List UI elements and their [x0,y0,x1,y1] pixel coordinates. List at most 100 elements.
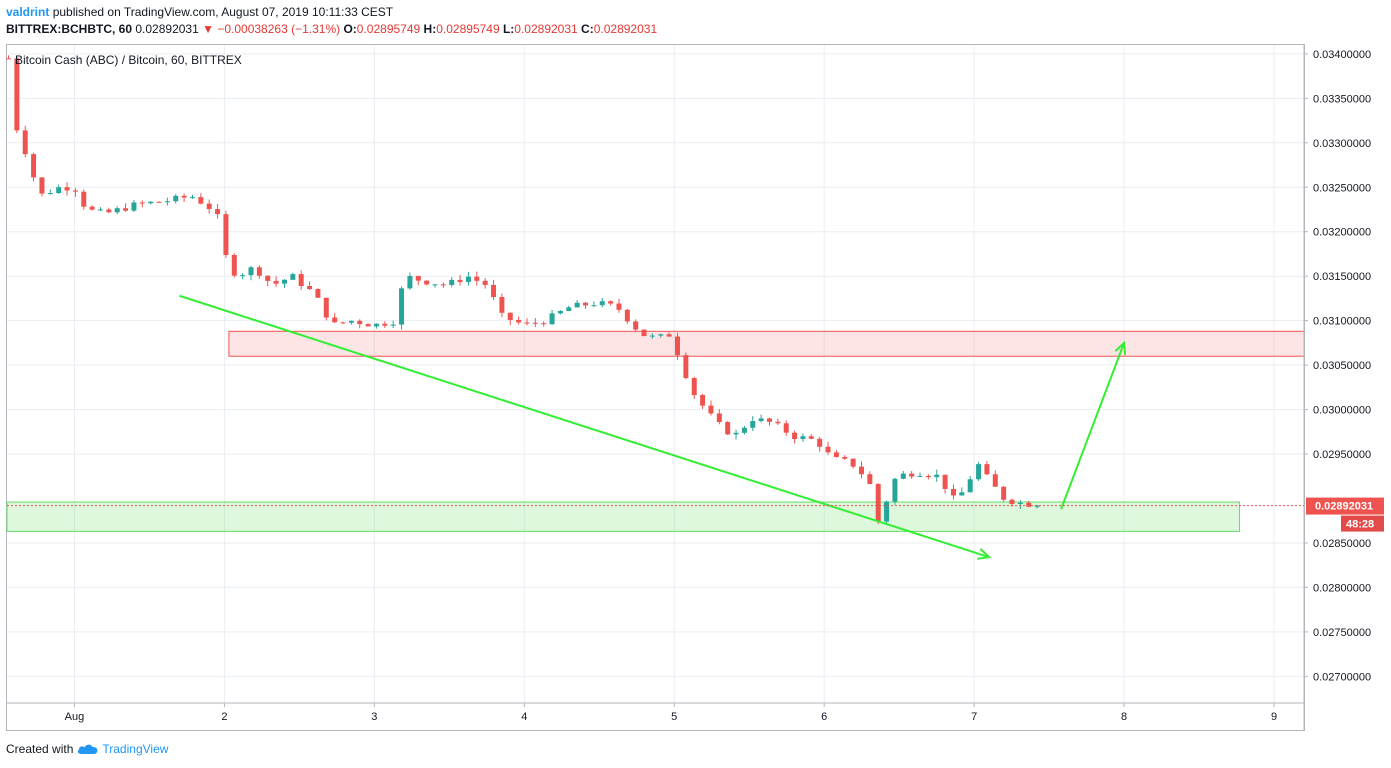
candle [465,271,471,286]
candle [1017,500,1023,510]
candle-body [97,209,103,211]
candle [39,177,45,197]
candle [5,55,11,60]
candle [566,305,572,312]
candle [281,279,287,288]
candle-body [365,324,371,327]
candle-body [608,301,614,304]
candle [298,270,304,290]
candle [97,207,103,211]
up-arrow-line [1060,342,1126,510]
countdown-box [1341,515,1384,532]
candle [599,298,605,308]
time-tick-label: 3 [371,711,377,723]
candle [792,430,798,444]
candle-body [557,310,563,314]
candle [741,425,747,435]
candle-body [758,418,764,422]
candle [800,433,806,442]
candle [549,309,555,325]
candle [591,301,597,308]
time-tick-label: 8 [1121,711,1127,723]
candle-body [106,209,112,213]
candle-body [332,317,338,323]
candle [181,193,187,203]
author-name[interactable]: valdrint [6,5,50,19]
candle-body [591,305,597,307]
candle [248,265,254,281]
candle-body [89,206,95,210]
candle-body [348,320,354,323]
tradingview-logo[interactable]: TradingView [77,742,168,756]
price-axis: 0.03400000 0.03350000 0.03300000 0.03250000… [1303,44,1371,731]
candle-body [741,427,747,433]
candle-body [256,267,262,276]
candle-body [909,473,915,477]
candle-body [842,456,848,459]
candle [967,475,973,493]
candle-body [457,279,463,282]
candle-body [532,322,538,324]
time-tick-label: 5 [671,711,677,723]
candle-body [148,201,154,204]
candle [365,323,371,327]
candle [909,470,915,479]
candle [825,441,831,455]
drawings-layer [179,294,1127,560]
candle-body [432,284,438,286]
candle-body [482,280,488,285]
candle [516,316,522,325]
candle-body [850,458,856,467]
candle [532,318,538,328]
candle [867,471,873,485]
brand-text: TradingView [102,742,169,756]
candle-body [114,208,120,213]
candle [114,206,120,215]
candle [474,271,480,286]
candle-body [231,255,237,276]
up-arrowhead [1114,340,1127,355]
candle [256,265,262,279]
candle [934,469,940,482]
candle [900,470,906,480]
candle-body [440,284,446,286]
candle-body [566,307,572,311]
candle [842,455,848,461]
candle [524,318,530,326]
candle [340,321,346,325]
candle-body [1017,502,1023,504]
candle [223,210,229,258]
candle [917,472,923,478]
candle-body [649,335,655,337]
candle-body [658,334,664,336]
candle-body [549,313,555,325]
candle [123,203,129,212]
candle [56,184,62,194]
candle-body [281,279,287,284]
price-tick-label: 0.03300000 [1313,138,1371,150]
candle-body [675,336,681,356]
candle-body [808,436,814,439]
candle [231,253,237,278]
down-trendline [179,294,990,559]
candle-body [491,284,497,297]
price-tick-label: 0.03150000 [1313,271,1371,283]
candle-body [357,320,363,325]
price-tag-box [1306,497,1384,515]
trendline-arrowhead [977,548,992,560]
candle [557,310,563,315]
candle [290,272,296,280]
candle-body [700,395,706,406]
candle-body [583,302,589,306]
candle-body [340,322,346,324]
candle [583,301,589,309]
publish-info: valdrint published on TradingView.com, A… [6,5,393,19]
candle [950,484,956,500]
candle-body [900,473,906,479]
candle [307,281,313,291]
candle [725,420,731,436]
candle [925,474,931,480]
candle [106,207,112,214]
candle [198,193,204,205]
